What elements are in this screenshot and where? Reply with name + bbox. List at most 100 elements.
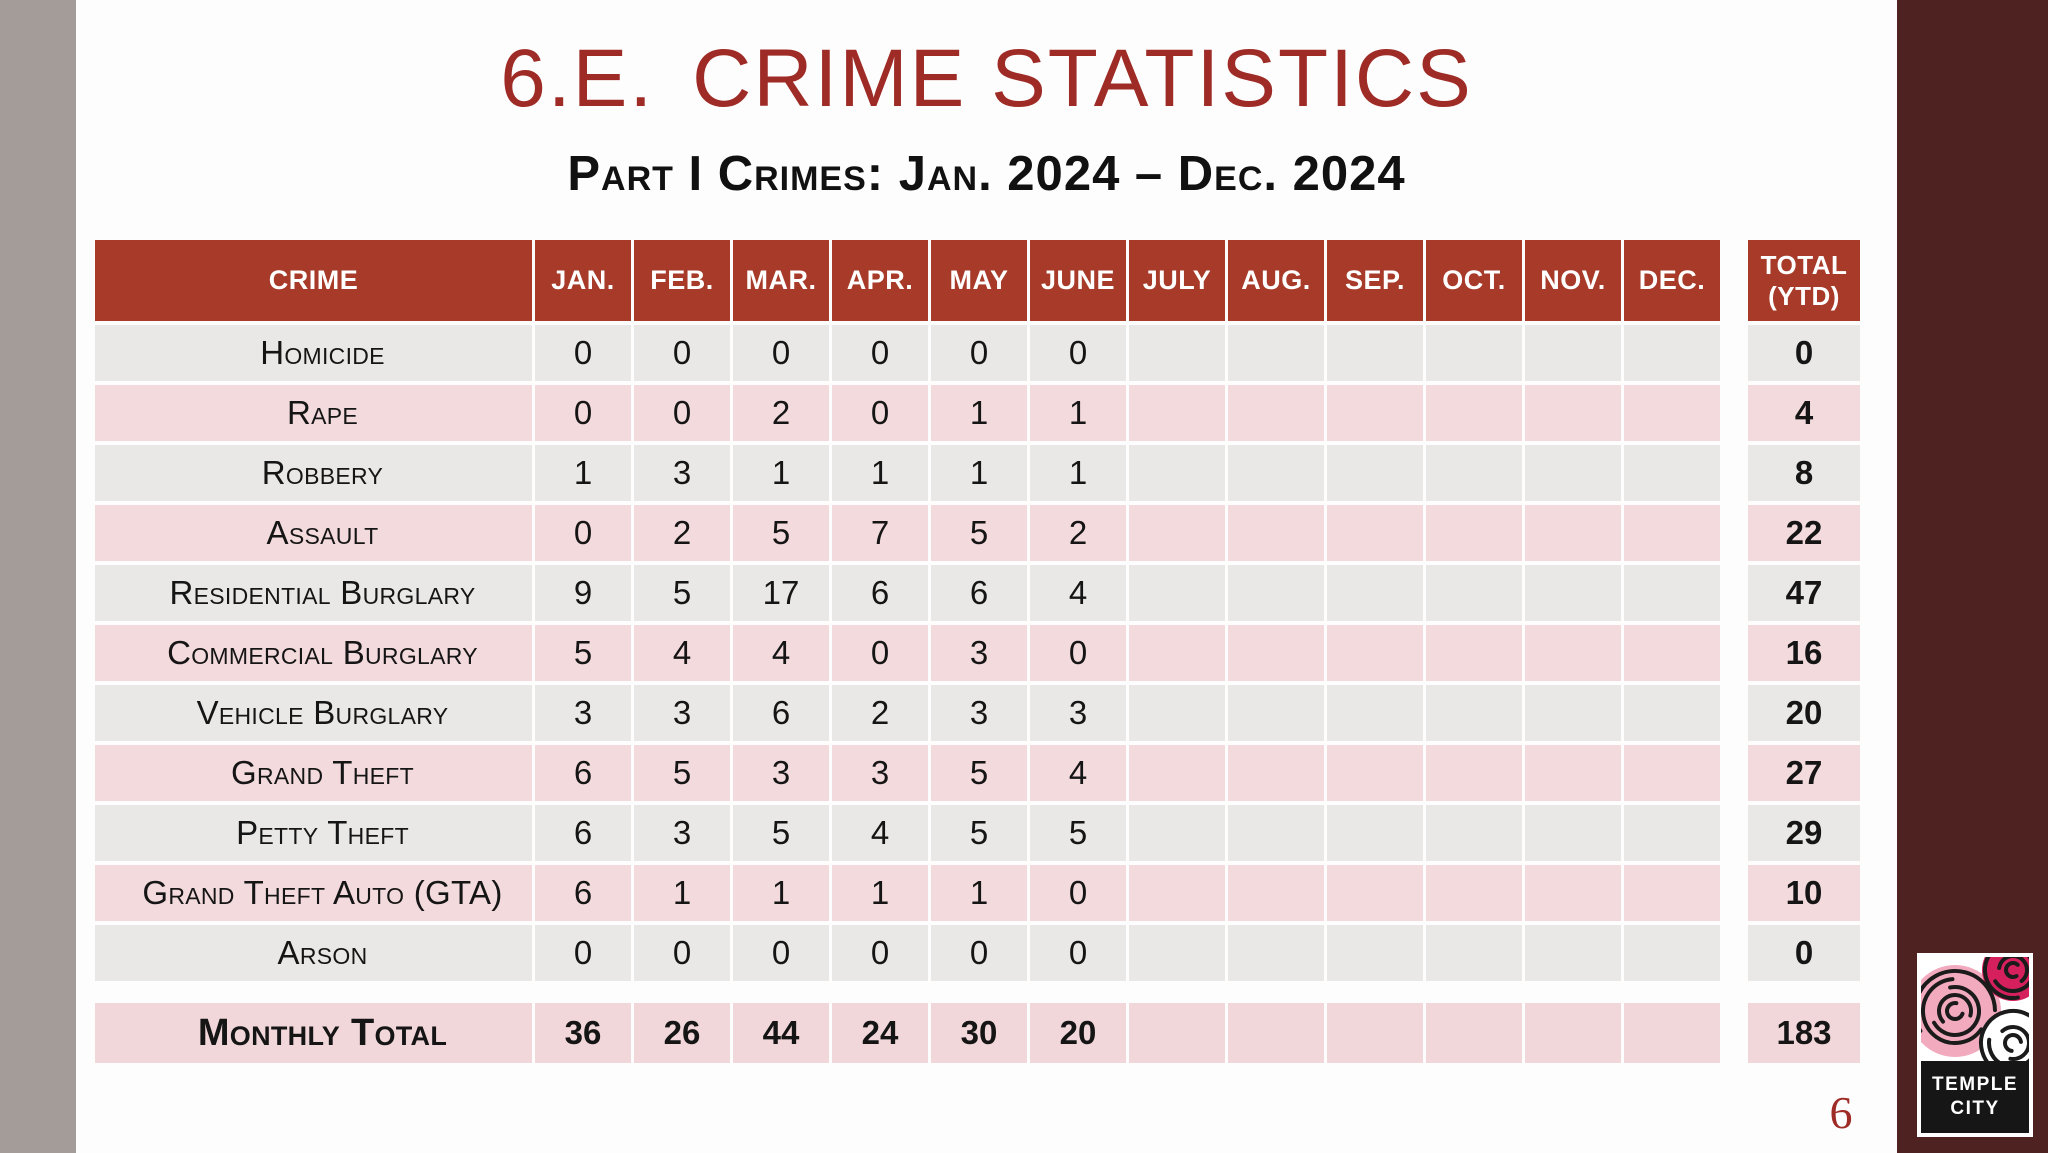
- header-crime: CRIME: [95, 240, 532, 322]
- header-month: JAN.: [535, 240, 631, 322]
- crime-name: Arson: [95, 925, 532, 982]
- logo-text-line2: CITY: [1950, 1098, 2000, 1119]
- cell-value: [1525, 505, 1621, 562]
- ytd-total: 22: [1748, 505, 1860, 562]
- cell-value: 2: [634, 505, 730, 562]
- crime-name: Grand Theft Auto (GTA): [95, 865, 532, 922]
- cell-value: 0: [832, 325, 928, 382]
- cell-value: [1327, 925, 1423, 982]
- header-total-line1: TOTAL: [1760, 249, 1848, 280]
- crime-name: Grand Theft: [95, 745, 532, 802]
- cell-value: [1129, 925, 1225, 982]
- cell-value: [1624, 565, 1720, 622]
- header-month: AUG.: [1228, 240, 1324, 322]
- header-month: JUNE: [1030, 240, 1126, 322]
- cell-value: 0: [1030, 925, 1126, 982]
- cell-value: [1228, 805, 1324, 862]
- cell-value: 2: [733, 385, 829, 442]
- table-row-petty-theft: Petty Theft 6 3 5 4 5 5 29: [95, 805, 1860, 862]
- gap-cell: [1723, 385, 1745, 441]
- header-month: NOV.: [1525, 240, 1621, 322]
- cell-value: [1525, 925, 1621, 982]
- gap-cell: [1723, 805, 1745, 861]
- cell-value: [1129, 625, 1225, 682]
- cell-value: [1327, 445, 1423, 502]
- cell-value: 0: [1030, 625, 1126, 682]
- slide: 6.E. CRIME STATISTICS Part I Crimes: Jan.…: [76, 0, 1897, 1153]
- cell-value: [1426, 805, 1522, 862]
- header-month: MAY: [931, 240, 1027, 322]
- cell-value: 7: [832, 505, 928, 562]
- cell-value: 5: [733, 805, 829, 862]
- cell-value: [1327, 865, 1423, 922]
- cell-value: [1129, 1003, 1225, 1064]
- cell-value: [1327, 505, 1423, 562]
- cell-value: [1228, 385, 1324, 442]
- cell-value: [1525, 865, 1621, 922]
- cell-value: 0: [931, 325, 1027, 382]
- cell-value: 4: [832, 805, 928, 862]
- cell-value: 6: [931, 565, 1027, 622]
- cell-value: [1228, 625, 1324, 682]
- cell-value: [1525, 685, 1621, 742]
- cell-value: 4: [1030, 745, 1126, 802]
- cell-value: [1426, 745, 1522, 802]
- cell-value: [1624, 745, 1720, 802]
- cell-value: [1525, 445, 1621, 502]
- cell-value: 1: [535, 445, 631, 502]
- cell-value: 4: [1030, 565, 1126, 622]
- header-month: APR.: [832, 240, 928, 322]
- cell-value: [1525, 325, 1621, 382]
- cell-value: 5: [634, 565, 730, 622]
- cell-value: 1: [931, 445, 1027, 502]
- cell-value: [1228, 925, 1324, 982]
- cell-value: 36: [535, 1003, 631, 1064]
- cell-value: 0: [634, 385, 730, 442]
- cell-value: 1: [931, 385, 1027, 442]
- cell-value: [1129, 445, 1225, 502]
- crime-name: Residential Burglary: [95, 565, 532, 622]
- monthly-total-label: Monthly Total: [95, 1003, 532, 1064]
- cell-value: 44: [733, 1003, 829, 1064]
- cell-value: [1228, 565, 1324, 622]
- cell-value: [1327, 325, 1423, 382]
- cell-value: 0: [535, 505, 631, 562]
- cell-value: 6: [733, 685, 829, 742]
- ytd-total: 10: [1748, 865, 1860, 922]
- crime-name: Commercial Burglary: [95, 625, 532, 682]
- cell-value: 3: [1030, 685, 1126, 742]
- cell-value: 5: [931, 805, 1027, 862]
- cell-value: [1228, 445, 1324, 502]
- gap-cell: [1723, 325, 1745, 381]
- header-month: DEC.: [1624, 240, 1720, 322]
- header-row: CRIME JAN. FEB. MAR. APR. MAY JUNE JULY …: [95, 240, 1860, 322]
- header-month: JULY: [1129, 240, 1225, 322]
- ytd-total: 47: [1748, 565, 1860, 622]
- cell-value: 5: [931, 745, 1027, 802]
- cell-value: [1426, 505, 1522, 562]
- cell-value: [1624, 685, 1720, 742]
- cell-value: [1228, 865, 1324, 922]
- cell-value: 0: [535, 385, 631, 442]
- cell-value: 1: [1030, 445, 1126, 502]
- slide-subtitle: Part I Crimes: Jan. 2024 – Dec. 2024: [567, 147, 1406, 202]
- cell-value: 6: [535, 745, 631, 802]
- cell-value: [1525, 385, 1621, 442]
- table-row-homicide: Homicide 0 0 0 0 0 0 0: [95, 325, 1860, 382]
- cell-value: 4: [733, 625, 829, 682]
- cell-value: 1: [931, 865, 1027, 922]
- cell-value: [1327, 685, 1423, 742]
- logo-text-line1: TEMPLE: [1931, 1074, 2019, 1096]
- right-maroon-strip: TEMPLE CITY: [1897, 0, 2048, 1153]
- cell-value: [1327, 1003, 1423, 1064]
- cell-value: 5: [733, 505, 829, 562]
- gap-cell: [1723, 625, 1745, 681]
- cell-value: [1426, 685, 1522, 742]
- table-row-rape: Rape 0 0 2 0 1 1 4: [95, 385, 1860, 442]
- cell-value: 0: [832, 385, 928, 442]
- header-gap: [1723, 240, 1745, 321]
- ytd-total: 27: [1748, 745, 1860, 802]
- cell-value: 6: [832, 565, 928, 622]
- cell-value: [1228, 685, 1324, 742]
- cell-value: [1228, 1003, 1324, 1064]
